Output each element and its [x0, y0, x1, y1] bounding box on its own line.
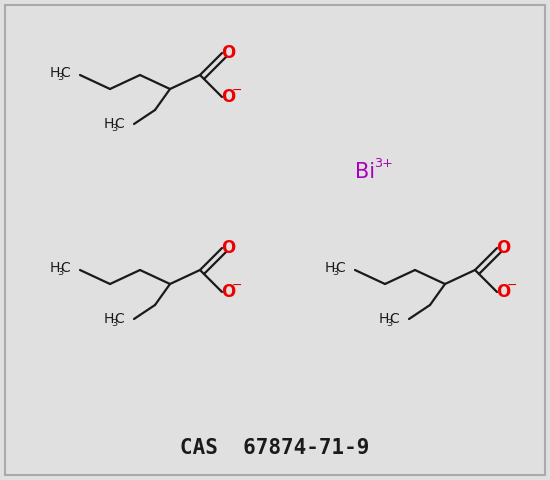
Text: Bi: Bi — [355, 162, 375, 182]
Text: 3: 3 — [386, 319, 392, 328]
Text: C: C — [389, 312, 399, 326]
Text: H: H — [104, 312, 114, 326]
Text: C: C — [60, 66, 70, 80]
Text: −: − — [232, 84, 242, 97]
Text: O: O — [221, 283, 235, 301]
Text: O: O — [221, 88, 235, 106]
Text: 3: 3 — [111, 319, 117, 328]
Text: 3: 3 — [57, 72, 63, 82]
Text: 3: 3 — [332, 268, 338, 276]
Text: 3: 3 — [57, 268, 63, 276]
Text: H: H — [50, 261, 60, 275]
Text: C: C — [60, 261, 70, 275]
Text: H: H — [325, 261, 336, 275]
Text: 3: 3 — [111, 124, 117, 132]
Text: H: H — [104, 117, 114, 131]
Text: H: H — [50, 66, 60, 80]
Text: CAS  67874-71-9: CAS 67874-71-9 — [180, 438, 370, 458]
Text: O: O — [221, 239, 235, 257]
Text: O: O — [221, 44, 235, 62]
Text: H: H — [379, 312, 389, 326]
Text: C: C — [114, 312, 124, 326]
Text: O: O — [496, 239, 510, 257]
Text: −: − — [232, 279, 242, 292]
Text: C: C — [336, 261, 345, 275]
Text: O: O — [496, 283, 510, 301]
Text: 3+: 3+ — [375, 157, 393, 170]
Text: C: C — [114, 117, 124, 131]
Text: −: − — [507, 279, 517, 292]
